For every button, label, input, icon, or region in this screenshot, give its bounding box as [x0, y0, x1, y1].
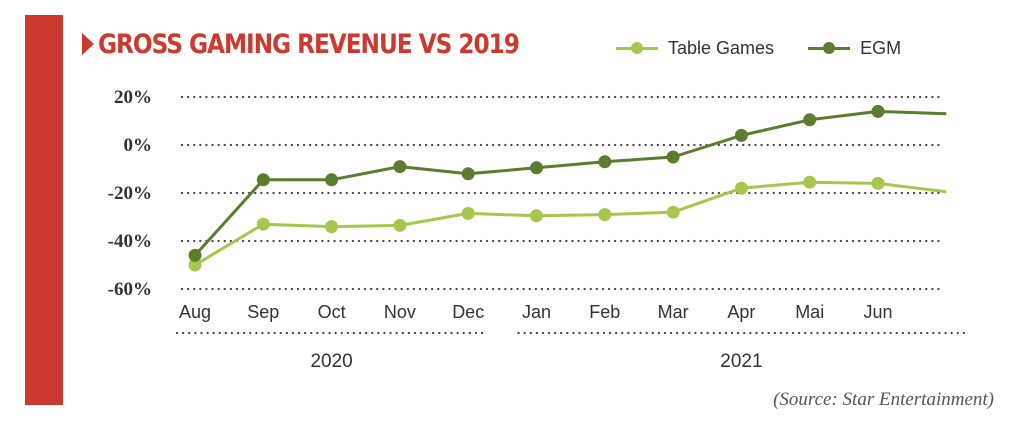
data-point-egm: [393, 160, 407, 174]
data-point-table-games: [598, 208, 612, 222]
year-label: 2021: [720, 351, 762, 372]
x-tick-label: Oct: [318, 302, 346, 322]
legend-item-egm: EGM: [808, 38, 901, 59]
data-point-egm: [803, 113, 817, 127]
data-point-egm: [734, 128, 748, 142]
year-label: 2020: [310, 351, 352, 372]
x-tick-label: Mai: [795, 302, 824, 322]
accent-bar: [25, 15, 63, 405]
y-tick-label: -20%: [108, 183, 152, 204]
data-point-table-games: [256, 217, 270, 231]
data-point-table-games: [803, 175, 817, 189]
x-tick-label: Mar: [658, 302, 689, 322]
data-point-table-games: [666, 205, 680, 219]
title-block: GROSS GAMING REVENUE VS 2019: [82, 24, 587, 64]
data-point-egm: [461, 167, 475, 181]
y-tick-label: 20%: [114, 87, 152, 108]
title-arrow-icon: [82, 33, 94, 55]
x-axis-ticks: Aug Sep Oct Nov Dec Jan Feb Mar Apr Mai Jun: [179, 302, 893, 322]
x-tick-label: Sep: [247, 302, 279, 322]
source-note: (Source: Star Entertainment): [773, 389, 994, 410]
gridlines: [180, 95, 942, 291]
x-tick-label: Jun: [863, 302, 892, 322]
data-point-table-games: [461, 206, 475, 220]
data-point-table-games: [393, 218, 407, 232]
y-axis-ticks: 20% 0% -20% -40% -60%: [108, 87, 152, 300]
year-groups: 2020 2021: [175, 331, 966, 372]
data-point-egm: [530, 161, 543, 175]
data-point-table-games: [325, 220, 339, 234]
x-tick-label: Aug: [179, 302, 211, 322]
data-point-table-games: [530, 209, 543, 223]
chart-title: GROSS GAMING REVENUE VS 2019: [98, 28, 520, 60]
x-tick-label: Nov: [384, 302, 416, 322]
series-line-table-games: [194, 180, 947, 267]
legend-label-table-games: Table Games: [668, 37, 775, 58]
data-point-egm: [325, 173, 339, 187]
legend-label-egm: EGM: [860, 37, 902, 58]
series-line-egm: [193, 109, 947, 257]
data-point-table-games: [188, 258, 202, 272]
data-point-egm: [188, 248, 202, 262]
y-tick-label: -60%: [108, 279, 152, 300]
y-tick-label: 0%: [124, 135, 153, 156]
data-point-egm: [256, 173, 270, 187]
x-tick-label: Apr: [727, 302, 755, 322]
series: [188, 104, 947, 272]
legend-swatch-egm: [808, 41, 851, 55]
legend: Table Games EGM: [616, 36, 901, 60]
data-point-egm: [598, 155, 612, 169]
legend-item-table-games: Table Games: [616, 38, 774, 59]
legend-swatch-table-games: [616, 41, 658, 55]
x-tick-label: Dec: [452, 302, 484, 322]
y-tick-label: -40%: [108, 231, 152, 252]
data-point-table-games: [734, 181, 748, 195]
data-point-egm: [666, 150, 680, 164]
x-tick-label: Jan: [522, 302, 551, 322]
data-point-table-games: [871, 176, 885, 190]
data-point-egm: [871, 104, 885, 118]
x-tick-label: Feb: [589, 302, 620, 322]
